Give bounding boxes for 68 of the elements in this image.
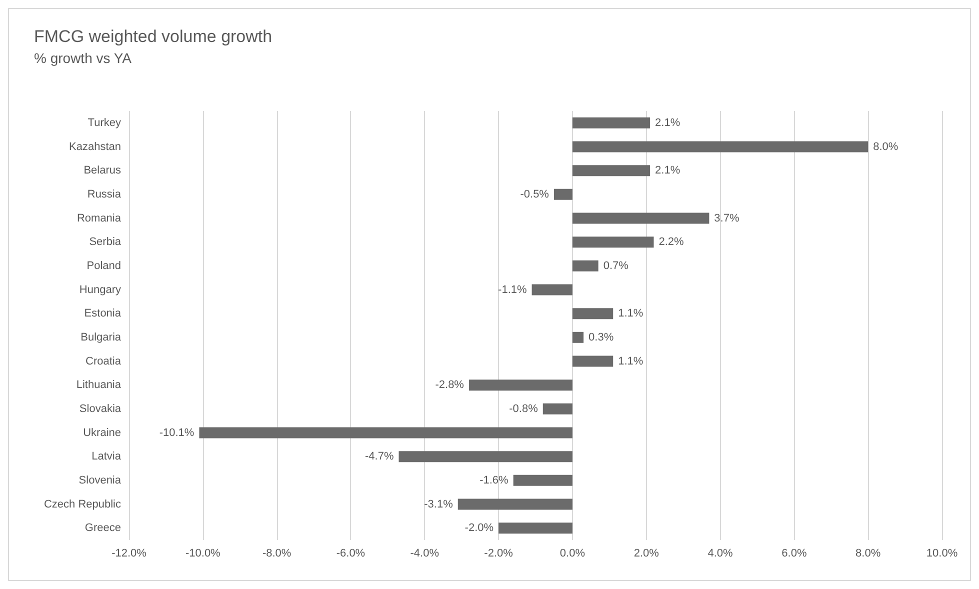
data-label: -2.8% [435,379,464,392]
y-tick-label: Lithuania [76,379,122,392]
data-label: -2.0% [464,522,494,534]
bar [572,165,650,176]
x-tick-label: -10.0% [185,548,221,560]
data-label: -0.8% [509,402,538,415]
data-label: 8.0% [873,140,898,153]
data-label: 3.7% [714,212,740,224]
data-label: 0.3% [588,331,614,344]
chart-title: FMCG weighted volume growth [34,27,272,46]
data-label: -10.1% [159,426,194,439]
bar [572,308,614,320]
y-tick-label: Turkey [88,116,122,129]
bar [572,332,584,343]
bar [572,212,710,224]
x-tick-label: 8.0% [856,548,881,560]
x-tick-label: 2.0% [634,548,660,560]
y-tick-label: Bulgaria [80,331,122,344]
data-label: -0.5% [520,188,550,200]
data-label: 2.2% [658,236,684,248]
bar [532,284,572,296]
y-tick-label: Hungary [79,284,122,296]
x-tick-label: 6.0% [782,548,807,560]
x-tick-label: 0.0% [560,548,586,560]
bar [498,522,572,534]
bar [199,427,572,438]
x-tick-label: -4.0% [410,548,440,560]
y-tick-label: Latvia [92,450,122,463]
data-label: 2.1% [655,116,680,129]
bar [542,403,572,414]
y-tick-label: Estonia [84,308,122,320]
bar [572,117,650,128]
data-label: 2.1% [655,164,680,177]
bar [513,474,572,486]
bar [554,188,572,200]
bar [572,141,868,152]
x-tick-label: -6.0% [336,548,366,560]
data-label: 0.7% [603,260,629,272]
y-tick-label: Belarus [84,164,122,177]
bar [572,260,598,272]
data-label: -1.6% [480,474,509,486]
y-tick-label: Poland [86,260,121,272]
data-label: -3.1% [424,498,454,510]
x-tick-label: -8.0% [262,548,292,560]
data-label: -1.1% [498,284,528,296]
data-label: 1.1% [618,308,644,320]
bar [572,236,654,248]
bar [398,451,572,462]
y-tick-label: Croatia [86,355,122,368]
data-label: 1.1% [618,355,644,368]
x-tick-label: 10.0% [926,548,958,560]
bar [458,498,572,510]
y-tick-label: Serbia [89,236,122,248]
bar [572,356,614,367]
y-tick-label: Slovakia [79,402,122,415]
y-tick-label: Greece [84,522,121,534]
x-tick-label: -2.0% [484,548,514,560]
bar [468,380,572,391]
x-tick-label: 4.0% [708,548,734,560]
y-tick-label: Ukraine [83,426,121,439]
y-tick-label: Kazahstan [69,140,121,153]
y-tick-label: Slovenia [78,474,122,486]
y-tick-label: Russia [87,188,122,200]
chart-subtitle: % growth vs YA [34,50,132,66]
y-tick-label: Czech Republic [44,498,122,510]
y-tick-label: Romania [76,212,122,224]
data-label: -4.7% [365,450,394,463]
x-tick-label: -12.0% [112,548,147,560]
